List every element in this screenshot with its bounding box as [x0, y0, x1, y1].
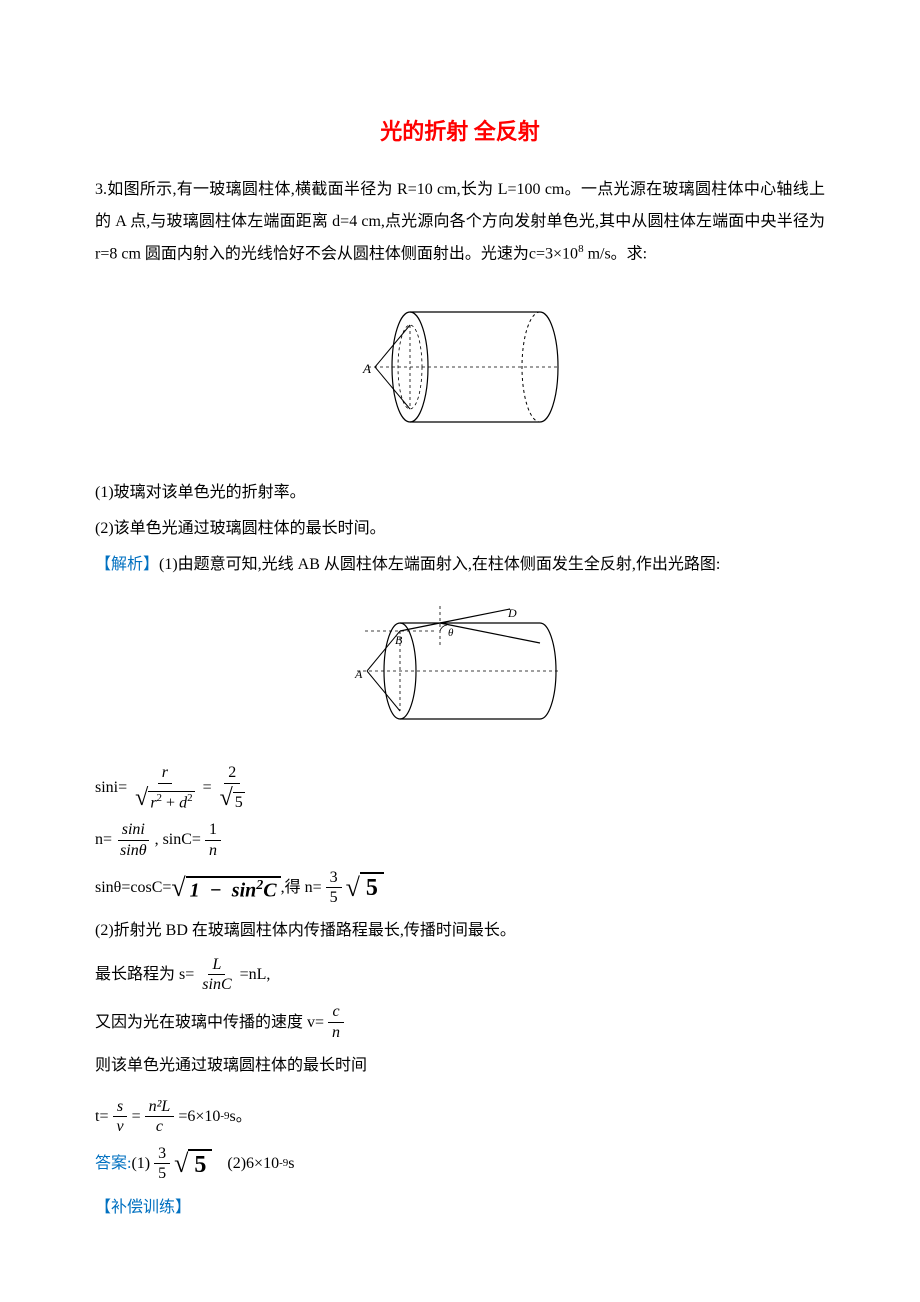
- time-label: 则该单色光通过玻璃圆柱体的最长时间: [95, 1050, 825, 1082]
- frac-num-2: 2: [224, 763, 240, 783]
- analysis-part1: (1)由题意可知,光线 AB 从圆柱体左端面射入,在柱体侧面发生全反射,作出光路…: [159, 556, 720, 573]
- frac-den: v: [112, 1117, 127, 1136]
- eq-sign: =: [203, 778, 212, 797]
- result-label: ,得 n=: [281, 878, 322, 897]
- frac-num: 1: [205, 820, 221, 840]
- figure-2-ray-diagram: A B D θ: [95, 606, 825, 738]
- result2: =6×10: [178, 1107, 220, 1126]
- answer1-prefix: (1): [131, 1154, 150, 1173]
- frac-den: c: [152, 1117, 167, 1136]
- result2-end: s。: [230, 1107, 252, 1126]
- formula-n: n= sini sinθ , sinC= 1 n: [95, 820, 825, 859]
- answer-label: 答案:: [95, 1154, 131, 1173]
- formula-sini: sini= r √r2 + d2 = 2 √5: [95, 763, 825, 812]
- problem-number: 3.: [95, 181, 107, 198]
- problem-body: 如图所示,有一玻璃圆柱体,横截面半径为 R=10 cm,长为 L=100 cm。…: [95, 181, 825, 262]
- analysis-line-1: 【解析】(1)由题意可知,光线 AB 从圆柱体左端面射入,在柱体侧面发生全反射,…: [95, 549, 825, 581]
- supplement-text: 【补偿训练】: [95, 1199, 191, 1216]
- question-1: (1)玻璃对该单色光的折射率。: [95, 477, 825, 509]
- problem-unit: m/s。求:: [584, 245, 648, 262]
- frac-den-2: √5: [216, 784, 249, 813]
- figure-1-cylinder: A: [95, 295, 825, 452]
- svg-text:D: D: [507, 606, 517, 620]
- frac-num: sini: [118, 820, 149, 840]
- question-2: (2)该单色光通过玻璃圆柱体的最长时间。: [95, 513, 825, 545]
- path-label: 最长路程为 s=: [95, 965, 194, 984]
- answer-line: 答案: (1) 3 5 √5 (2)6×10-9 s: [95, 1144, 825, 1183]
- result2-sup: -9: [220, 1110, 229, 1123]
- nL-text: =nL,: [240, 965, 271, 984]
- frac-num: c: [328, 1002, 343, 1022]
- formula-speed: 又因为光在玻璃中传播的速度 v= c n: [95, 1002, 825, 1041]
- document-title: 光的折射 全反射: [95, 110, 825, 154]
- answer2-sup: -9: [279, 1157, 288, 1170]
- t-label: t=: [95, 1107, 108, 1126]
- speed-label: 又因为光在玻璃中传播的速度 v=: [95, 1013, 324, 1032]
- n-label: n=: [95, 830, 112, 849]
- frac-num: n²L: [145, 1097, 175, 1117]
- svg-text:A: A: [354, 667, 363, 681]
- frac-den: n: [328, 1023, 344, 1042]
- frac-num: 3: [326, 868, 342, 888]
- answer2: (2)6×10: [227, 1154, 279, 1173]
- frac-den: n: [205, 841, 221, 860]
- formula-time: t= s v = n²L c =6×10-9 s。: [95, 1097, 825, 1136]
- svg-text:θ: θ: [448, 627, 454, 639]
- svg-text:B: B: [395, 633, 403, 647]
- problem-text: 3.如图所示,有一玻璃圆柱体,横截面半径为 R=10 cm,长为 L=100 c…: [95, 174, 825, 270]
- sinC-label: , sinC=: [155, 830, 201, 849]
- frac-den: 5: [154, 1164, 170, 1183]
- sini-label: sini=: [95, 778, 127, 797]
- frac-den: √r2 + d2: [131, 784, 198, 813]
- frac-num: r: [158, 763, 172, 783]
- analysis-label: 【解析】: [95, 556, 159, 573]
- svg-text:A: A: [362, 361, 371, 376]
- formula-sintheta: sinθ=cosC= √1 − sin2C ,得 n= 3 5 √5: [95, 868, 825, 907]
- sintheta-label: sinθ=cosC=: [95, 878, 171, 897]
- frac-den: 5: [326, 888, 342, 907]
- frac-den: sinC: [198, 975, 235, 994]
- frac-num: s: [113, 1097, 127, 1117]
- supplement-label: 【补偿训练】: [95, 1192, 825, 1224]
- analysis-part2: (2)折射光 BD 在玻璃圆柱体内传播路程最长,传播时间最长。: [95, 915, 825, 947]
- frac-num: L: [208, 955, 225, 975]
- frac-num: 3: [154, 1144, 170, 1164]
- frac-den: sinθ: [116, 841, 151, 860]
- answer2-end: s: [288, 1154, 294, 1173]
- eq-sign: =: [132, 1107, 141, 1126]
- formula-path: 最长路程为 s= L sinC =nL,: [95, 955, 825, 994]
